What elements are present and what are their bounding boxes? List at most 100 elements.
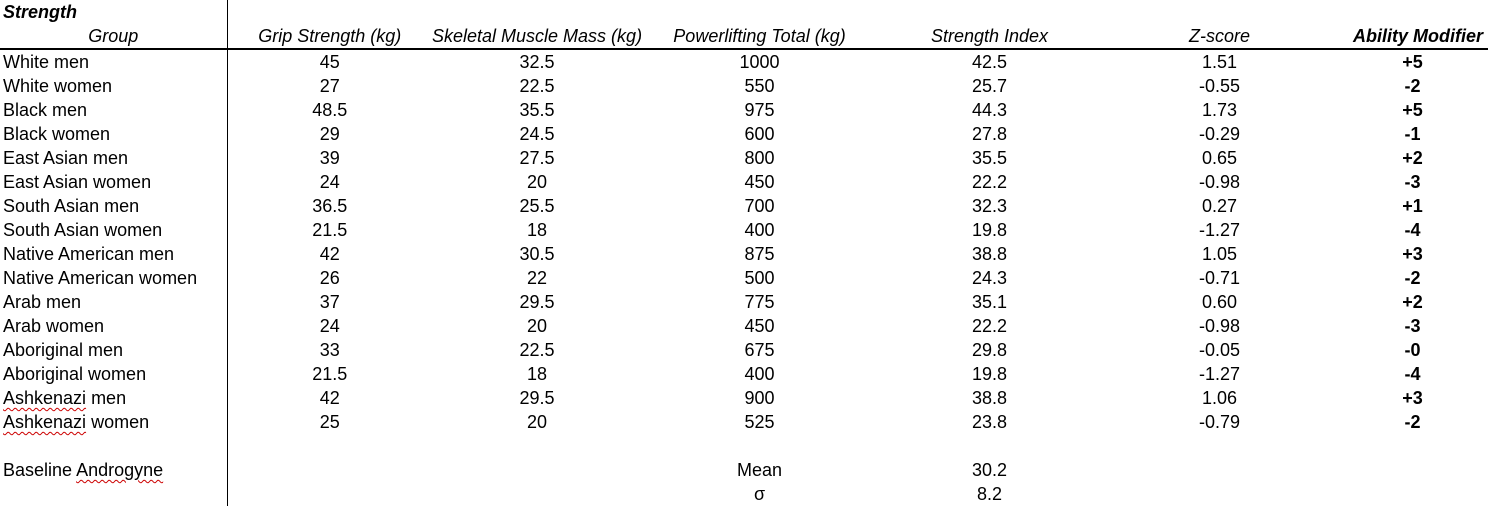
cell-index[interactable]: 35.1: [971, 292, 1008, 312]
column-header-index[interactable]: Strength Index: [877, 24, 1102, 50]
cell-index[interactable]: 22.2: [971, 316, 1008, 336]
cell-z[interactable]: 1.73: [1201, 100, 1238, 120]
cell-total[interactable]: 550: [744, 76, 775, 96]
cell-grip[interactable]: 21.5: [312, 364, 348, 384]
cell-grip[interactable]: 21.5: [312, 220, 348, 240]
cell-z[interactable]: 1.51: [1201, 52, 1238, 72]
cell-z[interactable]: -1.27: [1198, 364, 1241, 384]
cell-index[interactable]: 22.2: [971, 172, 1008, 192]
cell-z[interactable]: -0.55: [1198, 76, 1241, 96]
cell-z[interactable]: 1.05: [1201, 244, 1238, 264]
cell-muscle[interactable]: 18: [526, 220, 548, 240]
cell-group[interactable]: Black men: [0, 98, 228, 122]
cell-muscle[interactable]: 22.5: [519, 76, 555, 96]
cell-grip[interactable]: 42: [319, 244, 340, 264]
column-header-grip[interactable]: Grip Strength (kg): [227, 24, 432, 50]
mean-label-cell[interactable]: Mean: [736, 460, 783, 480]
cell-muscle[interactable]: 24.5: [519, 124, 555, 144]
cell-total[interactable]: 675: [744, 340, 775, 360]
cell-index[interactable]: 44.3: [971, 100, 1008, 120]
cell-mod[interactable]: -2: [1404, 412, 1421, 432]
cell-group[interactable]: Arab men: [0, 290, 228, 314]
cell-index[interactable]: 38.8: [971, 244, 1008, 264]
cell-mod[interactable]: -4: [1404, 220, 1421, 240]
cell-group[interactable]: South Asian men: [0, 194, 228, 218]
cell-mod[interactable]: -2: [1404, 76, 1421, 96]
baseline-label-cell[interactable]: Baseline Androgyne: [0, 458, 228, 482]
cell-muscle[interactable]: 32.5: [519, 52, 555, 72]
cell-z[interactable]: -1.27: [1198, 220, 1241, 240]
column-header-mod[interactable]: Ability Modifier: [1337, 24, 1489, 50]
cell-muscle[interactable]: 29.5: [519, 292, 555, 312]
cell-group[interactable]: White men: [0, 49, 228, 74]
cell-index[interactable]: 29.8: [971, 340, 1008, 360]
cell-total[interactable]: 600: [744, 124, 775, 144]
cell-total[interactable]: 1000: [739, 52, 780, 72]
cell-index[interactable]: 27.8: [971, 124, 1008, 144]
cell-group[interactable]: Aboriginal women: [0, 362, 228, 386]
column-header-total[interactable]: Powerlifting Total (kg): [642, 24, 877, 50]
cell-muscle[interactable]: 18: [526, 364, 548, 384]
cell-muscle[interactable]: 27.5: [519, 148, 555, 168]
cell-grip[interactable]: 33: [319, 340, 340, 360]
cell-grip[interactable]: 36.5: [312, 196, 348, 216]
cell-muscle[interactable]: 22: [526, 268, 548, 288]
cell-index[interactable]: 38.8: [971, 388, 1008, 408]
cell-total[interactable]: 800: [744, 148, 775, 168]
cell-total[interactable]: 400: [744, 364, 775, 384]
cell-total[interactable]: 525: [744, 412, 775, 432]
cell-total[interactable]: 900: [744, 388, 775, 408]
cell-z[interactable]: -0.05: [1198, 340, 1241, 360]
column-header-group[interactable]: Group: [0, 24, 228, 50]
cell-mod[interactable]: -3: [1404, 316, 1421, 336]
cell-index[interactable]: 25.7: [971, 76, 1008, 96]
cell-index[interactable]: 24.3: [971, 268, 1008, 288]
cell-mod[interactable]: +5: [1402, 100, 1423, 120]
cell-index[interactable]: 35.5: [971, 148, 1008, 168]
cell-total[interactable]: 975: [744, 100, 775, 120]
sheet-title-cell[interactable]: Strength: [0, 0, 228, 24]
cell-grip[interactable]: 39: [319, 148, 340, 168]
cell-z[interactable]: -0.71: [1198, 268, 1241, 288]
cell-muscle[interactable]: 20: [526, 316, 548, 336]
cell-z[interactable]: -0.29: [1198, 124, 1241, 144]
cell-z[interactable]: -0.98: [1198, 316, 1241, 336]
cell-muscle[interactable]: 22.5: [519, 340, 555, 360]
cell-muscle[interactable]: 20: [526, 412, 548, 432]
cell-mod[interactable]: -2: [1404, 268, 1421, 288]
sigma-label-cell[interactable]: σ: [753, 484, 766, 504]
cell-index[interactable]: 42.5: [971, 52, 1008, 72]
cell-muscle[interactable]: 30.5: [519, 244, 555, 264]
cell-grip[interactable]: 29: [319, 124, 340, 144]
cell-z[interactable]: 0.60: [1201, 292, 1238, 312]
cell-group[interactable]: Black women: [0, 122, 228, 146]
cell-total[interactable]: 450: [744, 316, 775, 336]
cell-grip[interactable]: 24: [319, 172, 340, 192]
cell-muscle[interactable]: 35.5: [519, 100, 555, 120]
cell-grip[interactable]: 26: [319, 268, 340, 288]
cell-index[interactable]: 19.8: [971, 220, 1008, 240]
cell-grip[interactable]: 45: [319, 52, 340, 72]
cell-z[interactable]: 0.65: [1201, 148, 1238, 168]
cell-group[interactable]: Arab women: [0, 314, 228, 338]
cell-grip[interactable]: 37: [319, 292, 340, 312]
cell-total[interactable]: 775: [744, 292, 775, 312]
cell-z[interactable]: 0.27: [1201, 196, 1238, 216]
cell-total[interactable]: 875: [744, 244, 775, 264]
cell-mod[interactable]: +5: [1402, 52, 1423, 72]
cell-grip[interactable]: 42: [319, 388, 340, 408]
cell-total[interactable]: 500: [744, 268, 775, 288]
cell-muscle[interactable]: 20: [526, 172, 548, 192]
cell-grip[interactable]: 25: [319, 412, 340, 432]
cell-total[interactable]: 400: [744, 220, 775, 240]
column-header-z[interactable]: Z-score: [1102, 24, 1337, 50]
cell-grip[interactable]: 27: [319, 76, 340, 96]
cell-index[interactable]: 19.8: [971, 364, 1008, 384]
cell-index[interactable]: 23.8: [971, 412, 1008, 432]
cell-group[interactable]: White women: [0, 74, 228, 98]
cell-mod[interactable]: -4: [1404, 364, 1421, 384]
cell-grip[interactable]: 24: [319, 316, 340, 336]
cell-group[interactable]: Native American men: [0, 242, 228, 266]
cell-z[interactable]: 1.06: [1201, 388, 1238, 408]
cell-index[interactable]: 32.3: [971, 196, 1008, 216]
